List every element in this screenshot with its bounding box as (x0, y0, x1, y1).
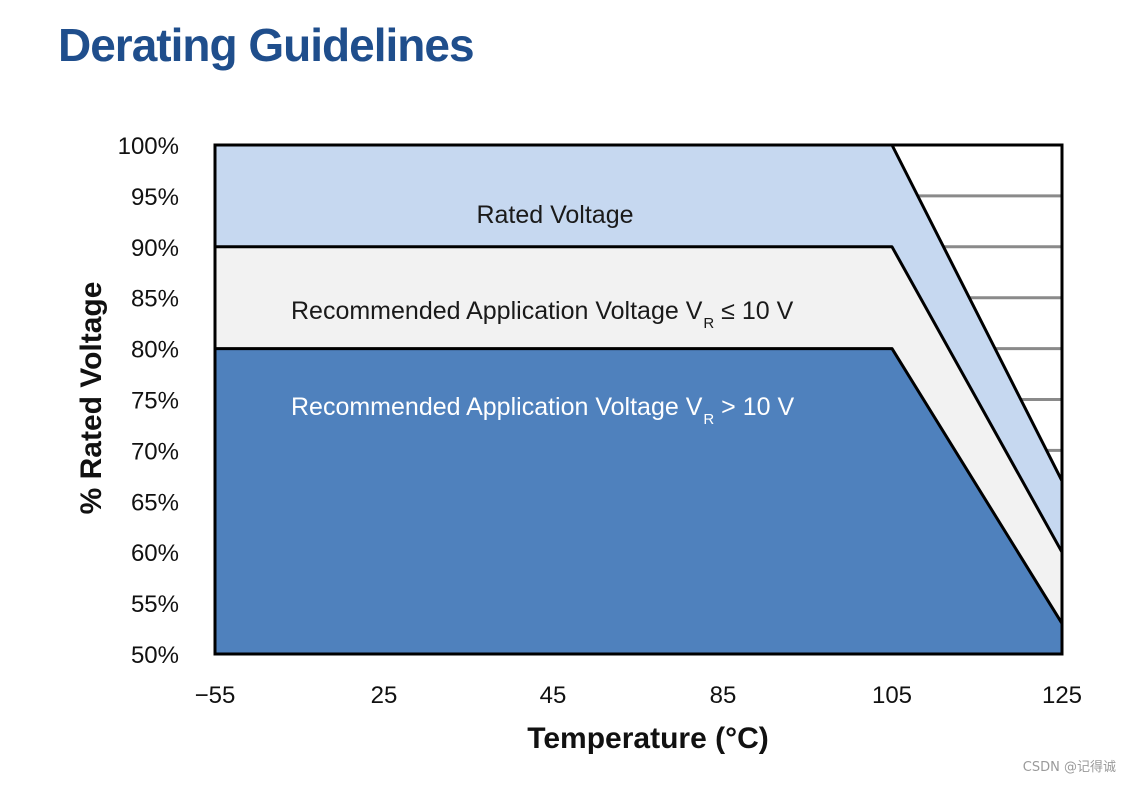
y-axis-title: % Rated Voltage (75, 282, 108, 515)
page-title: Derating Guidelines (58, 19, 475, 71)
y-tick-label: 65% (131, 489, 179, 516)
region-label-1: Rated Voltage (476, 201, 633, 229)
y-tick-label: 75% (131, 388, 179, 415)
y-tick-label: 80% (131, 337, 179, 364)
boundary-line-2 (215, 245, 1064, 553)
region-labels: Rated Voltage Recommended Application Vol… (291, 201, 794, 428)
y-tick-label: 95% (131, 184, 179, 211)
x-tick-label: 105 (872, 682, 912, 709)
x-tick-labels: −55 25 45 85 105 125 (195, 682, 1082, 709)
y-tick-label: 70% (131, 438, 179, 465)
watermark: CSDN @记得诚 (1022, 760, 1116, 775)
x-tick-label: −55 (195, 682, 236, 709)
region-label-2: Recommended Application Voltage VR ≤ 10 … (291, 297, 794, 332)
x-tick-label: 25 (371, 682, 398, 709)
x-axis-title: Temperature (°C) (527, 722, 768, 755)
y-tick-label: 60% (131, 540, 179, 567)
gridlines (917, 194, 1062, 452)
x-tick-label: 125 (1042, 682, 1082, 709)
y-tick-label: 50% (131, 642, 179, 669)
y-tick-label: 85% (131, 286, 179, 313)
y-tick-label: 100% (118, 133, 179, 160)
x-tick-label: 45 (540, 682, 567, 709)
x-tick-label: 85 (710, 682, 737, 709)
boundary-line-3 (215, 347, 1064, 625)
y-tick-labels: 100% 95% 90% 85% 80% 75% 70% 65% 60% 55% 50% (118, 133, 179, 669)
y-tick-label: 90% (131, 235, 179, 262)
plot-frame (213, 143, 1064, 656)
y-tick-label: 55% (131, 591, 179, 618)
region-label-3: Recommended Application Voltage VR > 10 … (291, 393, 794, 428)
area-3 (215, 348, 1062, 654)
